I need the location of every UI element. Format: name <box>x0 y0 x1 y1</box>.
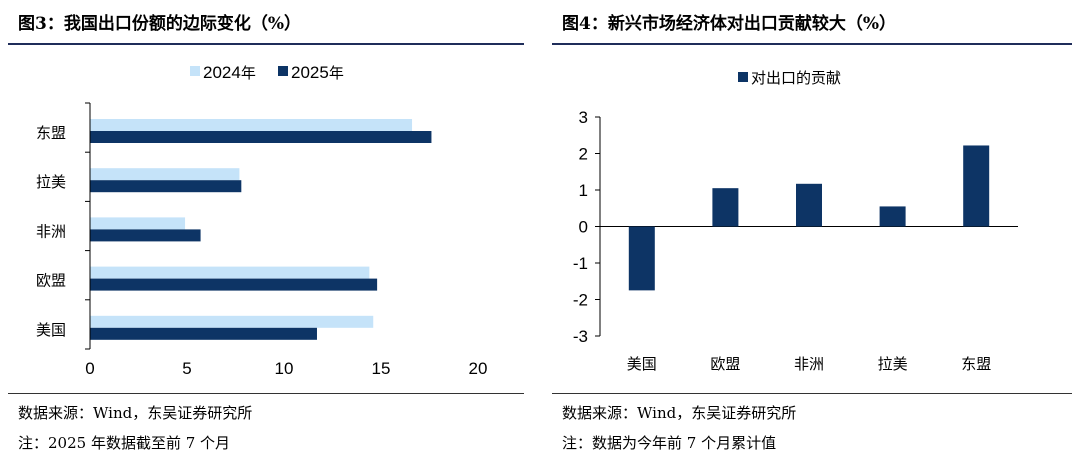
x-tick-label-0: 0 <box>85 359 94 378</box>
right-footer-rule <box>552 393 1072 394</box>
legend-swatch-1 <box>738 72 748 82</box>
left-footnote: 注：2025 年数据截至前 7 个月 <box>18 434 231 452</box>
x-tick-label-15: 15 <box>372 359 391 378</box>
bar-东盟-2025年 <box>90 131 432 143</box>
category-label-非洲: 非洲 <box>794 355 824 373</box>
left-legend: 2024年 2025年 <box>190 63 344 82</box>
y-tick-label--1: -1 <box>573 254 588 273</box>
category-label-美国: 美国 <box>36 321 66 339</box>
right-title-rule <box>552 43 1072 45</box>
left-figure-panel: 图3：我国出口份额的边际变化（%） 2024年 2025年东盟拉美非洲欧盟美国 0 5… <box>8 0 524 464</box>
bar-欧盟-2024年 <box>90 266 370 279</box>
category-label-美国: 美国 <box>627 355 657 373</box>
legend-swatch-2 <box>278 66 288 76</box>
x-tick-label-10: 10 <box>275 359 294 378</box>
bar-拉美-2024年 <box>90 168 240 181</box>
legend-swatch-1 <box>190 66 200 76</box>
bar-非洲-2024年 <box>90 217 186 230</box>
legend-label-2: 2025年 <box>291 63 344 82</box>
category-label-拉美: 拉美 <box>36 173 66 191</box>
legend-label-1: 对出口的贡献 <box>751 69 841 87</box>
y-tick-label-2: 2 <box>579 145 588 164</box>
category-label-拉美: 拉美 <box>878 355 908 373</box>
bar-欧盟-2025年 <box>90 278 378 291</box>
category-label-欧盟: 欧盟 <box>36 272 66 290</box>
category-label-东盟: 东盟 <box>36 124 66 142</box>
bar-美国-2024年 <box>90 315 374 328</box>
left-source-note: 数据来源：Wind，东吴证券研究所 <box>18 404 253 422</box>
y-tick-label-0: 0 <box>579 218 588 237</box>
y-tick-label--3: -3 <box>573 327 588 346</box>
bar-东盟 <box>963 145 990 227</box>
bar-美国 <box>628 226 655 291</box>
category-label-欧盟: 欧盟 <box>710 355 740 373</box>
category-label-东盟: 东盟 <box>961 355 991 373</box>
left-figure-title: 图3：我国出口份额的边际变化（%） <box>18 14 301 34</box>
bar-欧盟 <box>712 188 739 227</box>
y-tick-label-3: 3 <box>579 108 588 127</box>
bar-非洲-2025年 <box>90 229 201 242</box>
y-tick-label-1: 1 <box>579 181 588 200</box>
right-footnote: 注：数据为今年前 7 个月累计值 <box>562 434 777 452</box>
right-figure-title: 图4：新兴市场经济体对出口贡献较大（%） <box>562 14 896 34</box>
right-figure-panel: 图4：新兴市场经济体对出口贡献较大（%） 对出口的贡献 3 2 1 0 -1 -2 -3 美国 欧… <box>552 0 1072 464</box>
y-tick-label--2: -2 <box>573 291 588 310</box>
x-tick-label-20: 20 <box>469 359 488 378</box>
left-footer-rule <box>8 393 524 394</box>
legend-label-1: 2024年 <box>203 63 256 82</box>
category-label-非洲: 非洲 <box>36 222 66 240</box>
right-bar-chart: 对出口的贡献 3 2 1 0 -1 -2 -3 美国 欧盟 非洲 拉美 东盟 <box>573 69 1018 373</box>
x-tick-label-5: 5 <box>182 359 191 378</box>
bar-美国-2025年 <box>90 327 317 340</box>
bar-拉美 <box>879 206 906 227</box>
bar-东盟-2024年 <box>90 119 413 131</box>
bar-非洲 <box>796 183 822 227</box>
bar-拉美-2025年 <box>90 180 242 193</box>
right-source-note: 数据来源：Wind，东吴证券研究所 <box>562 404 797 422</box>
left-title-rule <box>8 43 524 45</box>
